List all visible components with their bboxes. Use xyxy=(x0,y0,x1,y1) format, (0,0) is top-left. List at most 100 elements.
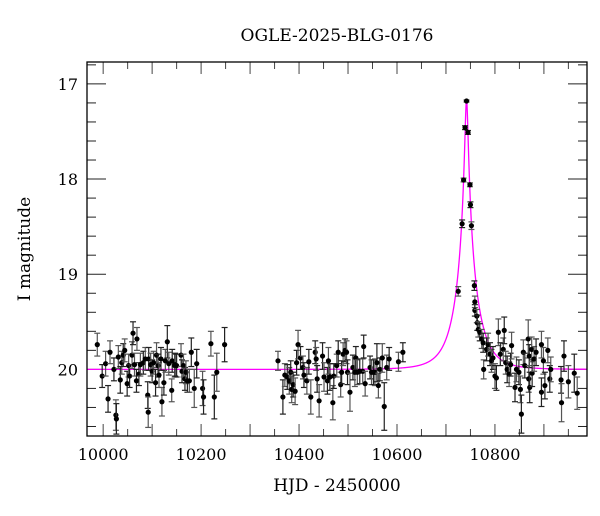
point-marker xyxy=(574,390,580,396)
point-marker xyxy=(529,346,535,352)
point-marker xyxy=(518,411,524,417)
point-marker xyxy=(162,358,168,364)
data-point xyxy=(468,221,475,231)
data-point xyxy=(333,353,340,378)
data-point xyxy=(489,345,496,370)
point-marker xyxy=(571,370,577,376)
point-marker xyxy=(481,366,487,372)
point-marker xyxy=(467,182,473,188)
point-marker xyxy=(565,379,571,385)
data-point xyxy=(512,372,519,403)
point-marker xyxy=(130,330,136,336)
point-marker xyxy=(531,356,537,362)
point-marker xyxy=(200,394,207,400)
data-point xyxy=(547,356,554,383)
data-point xyxy=(507,352,514,377)
point-marker xyxy=(525,336,531,342)
x-tick-label: 10400 xyxy=(274,445,325,464)
data-point xyxy=(173,353,180,378)
data-point xyxy=(221,326,228,363)
point-marker xyxy=(529,370,535,376)
data-point xyxy=(319,342,326,370)
point-marker xyxy=(111,366,117,372)
point-marker xyxy=(290,382,296,388)
point-marker xyxy=(194,361,200,367)
point-marker xyxy=(395,359,402,365)
point-marker xyxy=(124,381,130,387)
point-marker xyxy=(384,364,390,371)
data-point xyxy=(464,129,471,136)
point-marker xyxy=(158,356,164,362)
point-marker xyxy=(542,382,548,389)
point-marker xyxy=(362,381,368,387)
data-point xyxy=(571,353,578,393)
point-marker xyxy=(548,366,554,372)
point-marker xyxy=(292,388,298,394)
y-axis-label: I magnitude xyxy=(15,197,35,301)
point-marker xyxy=(327,374,333,380)
data-point xyxy=(485,332,492,357)
point-marker xyxy=(538,342,545,348)
y-tick-label: 17 xyxy=(58,75,78,94)
point-marker xyxy=(301,372,307,378)
data-point xyxy=(520,339,527,366)
data-point xyxy=(495,318,502,347)
point-marker xyxy=(319,353,326,359)
point-marker xyxy=(558,400,565,406)
data-point xyxy=(321,362,328,392)
point-marker xyxy=(331,373,337,379)
point-marker xyxy=(211,394,217,400)
data-point xyxy=(130,321,137,346)
point-marker xyxy=(545,347,551,353)
data-point xyxy=(399,342,406,363)
x-tick-label: 10600 xyxy=(372,445,423,464)
plot-frame xyxy=(86,61,588,437)
point-marker xyxy=(526,353,532,359)
point-marker xyxy=(338,382,344,388)
data-point xyxy=(307,379,314,415)
data-point xyxy=(501,316,508,345)
point-marker xyxy=(186,378,192,384)
point-marker xyxy=(512,384,518,391)
data-point xyxy=(316,384,323,418)
point-marker xyxy=(324,378,331,384)
point-marker xyxy=(115,354,121,360)
data-points xyxy=(94,98,581,435)
point-marker xyxy=(222,342,228,348)
point-marker xyxy=(126,362,132,369)
point-marker xyxy=(214,369,220,375)
data-point xyxy=(113,403,120,435)
point-marker xyxy=(159,399,165,405)
point-marker xyxy=(94,342,100,348)
data-point xyxy=(199,370,206,407)
point-marker xyxy=(117,377,123,383)
point-marker xyxy=(460,177,467,183)
data-point xyxy=(305,348,312,375)
point-marker xyxy=(131,362,138,368)
point-marker xyxy=(468,223,475,229)
data-point xyxy=(540,346,547,375)
point-marker xyxy=(145,392,151,398)
data-point xyxy=(94,332,101,357)
point-marker xyxy=(304,378,310,384)
data-point xyxy=(314,364,321,393)
point-marker xyxy=(339,369,345,375)
data-point xyxy=(313,346,320,371)
model-curve-group xyxy=(87,100,587,371)
point-marker xyxy=(330,400,336,406)
data-point xyxy=(533,338,540,367)
data-point xyxy=(115,344,122,370)
point-marker xyxy=(347,389,353,395)
data-point xyxy=(121,338,128,363)
point-marker xyxy=(156,372,162,378)
point-marker xyxy=(180,362,187,369)
point-marker xyxy=(145,409,151,415)
point-marker xyxy=(312,349,318,355)
point-marker xyxy=(188,349,194,355)
point-marker xyxy=(335,349,341,355)
data-point xyxy=(497,342,504,367)
data-point xyxy=(105,384,112,413)
point-marker xyxy=(280,394,286,400)
data-point xyxy=(480,359,487,380)
